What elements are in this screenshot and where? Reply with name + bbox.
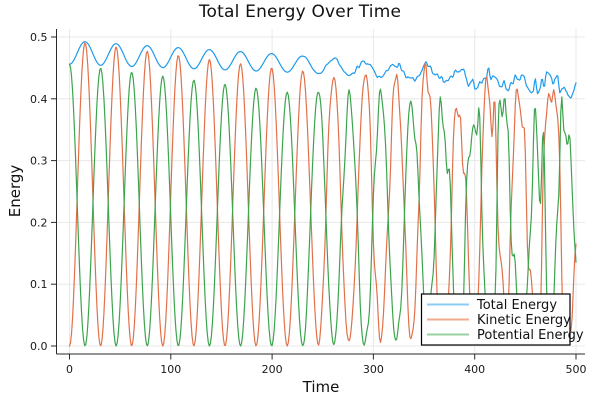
x-tick-label: 100 — [160, 363, 181, 376]
y-tick-label: 0.5 — [30, 31, 48, 44]
y-tick-label: 0.3 — [30, 155, 48, 168]
legend-label: Kinetic Energy — [477, 313, 571, 328]
legend-label: Potential Energy — [477, 328, 584, 343]
legend-label: Total Energy — [476, 298, 557, 313]
y-tick-label: 0.2 — [30, 216, 48, 229]
x-tick-label: 500 — [566, 363, 587, 376]
y-axis-label: Energy — [6, 164, 24, 218]
x-tick-label: 300 — [363, 363, 384, 376]
legend-entry-potential-energy: Potential Energy — [427, 328, 584, 343]
y-tick-label: 0.4 — [30, 93, 48, 106]
x-tick-label: 0 — [66, 363, 73, 376]
tick-labels: 0 100 200 300 400 500 0.0 0.1 0.2 0.3 0.4 0.5 — [30, 31, 587, 376]
x-tick-label: 400 — [464, 363, 485, 376]
x-tick-label: 200 — [262, 363, 283, 376]
axes — [51, 29, 585, 360]
legend-entry-kinetic-energy: Kinetic Energy — [427, 313, 571, 328]
y-tick-label: 0.0 — [30, 340, 48, 353]
y-tick-label: 0.1 — [30, 278, 48, 291]
series-kinetic-energy — [68, 42, 577, 347]
x-axis-label: Time — [302, 378, 340, 396]
series-total-energy — [68, 41, 577, 99]
legend-entry-total-energy: Total Energy — [427, 298, 557, 313]
chart-title: Total Energy Over Time — [198, 2, 402, 22]
